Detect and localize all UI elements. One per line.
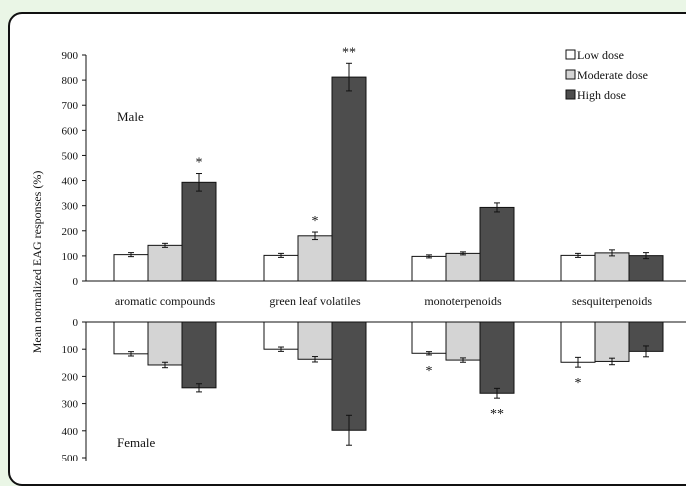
legend-swatch <box>565 49 576 60</box>
female-y-tick-label: 0 <box>73 317 79 329</box>
female-y-tick-label: 100 <box>62 344 79 356</box>
category-label: green leaf volatiles <box>269 294 361 308</box>
male-y-tick-label: 800 <box>62 75 79 87</box>
male-significance-mark: ** <box>342 45 356 60</box>
male-y-tick-label: 700 <box>62 100 79 112</box>
male-significance-mark: * <box>312 214 319 229</box>
female-bar <box>479 321 515 394</box>
female-bar <box>594 321 630 362</box>
male-bar <box>331 76 367 282</box>
male-panel-label: Male <box>117 109 144 124</box>
male-bar <box>479 206 515 282</box>
legend-label: High dose <box>577 88 626 102</box>
female-bar <box>147 321 183 366</box>
female-y-tick-label: 200 <box>62 371 79 383</box>
female-panel-label: Female <box>117 435 155 450</box>
male-y-tick-label: 400 <box>62 176 79 188</box>
male-y-tick-label: 900 <box>62 50 79 62</box>
female-bar <box>113 321 149 355</box>
female-significance-mark: * <box>426 364 433 379</box>
male-bar <box>411 255 447 282</box>
category-label: monoterpenoids <box>424 294 502 308</box>
female-bar <box>331 321 367 431</box>
female-bar <box>411 321 447 354</box>
male-y-tick-label: 300 <box>62 201 79 213</box>
female-y-tick-label: 300 <box>62 399 79 411</box>
male-bar <box>560 254 596 282</box>
female-bar <box>445 321 481 361</box>
female-bar <box>297 321 333 360</box>
male-bar <box>147 244 183 282</box>
female-significance-mark: * <box>575 376 582 391</box>
male-y-tick-label: 100 <box>62 251 79 263</box>
legend-label: Low dose <box>577 48 624 62</box>
female-bar <box>560 321 596 363</box>
category-label: sesquiterpenoids <box>572 294 652 308</box>
female-bar <box>181 321 217 389</box>
male-bar <box>594 252 630 282</box>
category-label: aromatic compounds <box>115 294 216 308</box>
male-bar <box>445 252 481 282</box>
male-bar <box>113 254 149 282</box>
male-y-tick-label: 0 <box>73 276 79 288</box>
male-bar <box>297 235 333 282</box>
female-significance-mark: ** <box>490 407 504 422</box>
y-axis-label: Mean normalized EAG responses (%) <box>30 171 44 354</box>
eag-bar-chart: 0100200300400500600700800900Male****arom… <box>30 45 686 461</box>
female-y-tick-label: 400 <box>62 426 79 438</box>
male-bar <box>628 255 664 282</box>
male-y-tick-label: 200 <box>62 226 79 238</box>
legend-swatch <box>565 89 576 100</box>
male-bar <box>263 254 299 282</box>
male-bar <box>181 181 217 282</box>
legend-label: Moderate dose <box>577 68 648 82</box>
legend-swatch <box>565 69 576 80</box>
male-y-tick-label: 600 <box>62 125 79 137</box>
female-bar <box>263 321 299 350</box>
male-significance-mark: * <box>196 156 203 171</box>
male-y-tick-label: 500 <box>62 150 79 162</box>
female-y-tick-label: 500 <box>62 453 79 461</box>
